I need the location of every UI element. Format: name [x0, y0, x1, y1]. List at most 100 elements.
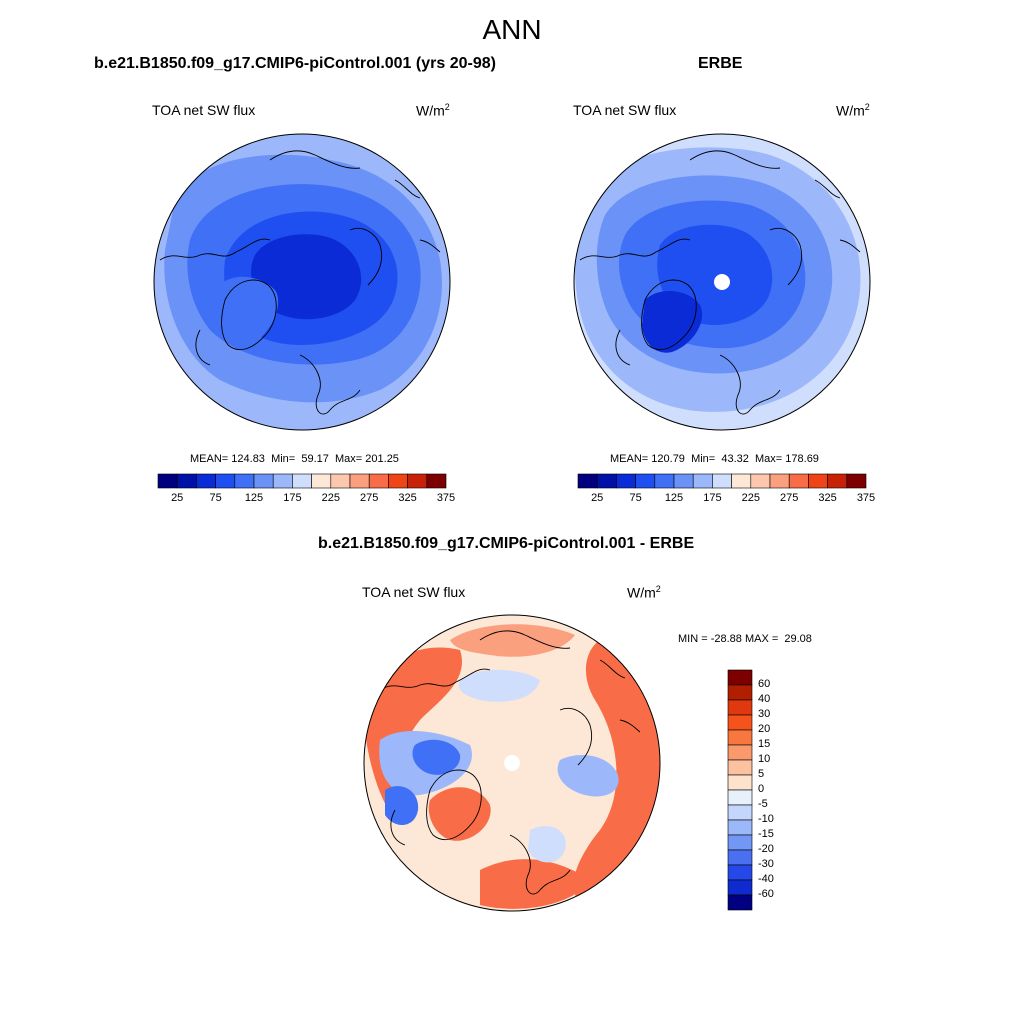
right-colorbar-tick-label: 125 — [664, 492, 684, 504]
left-colorbar — [157, 473, 447, 489]
diff-colorbar-box — [727, 774, 753, 791]
diff-colorbar-tick-label: -5 — [758, 798, 768, 810]
left-colorbar-tick-label: 75 — [209, 492, 222, 504]
right-coastlines — [579, 150, 861, 415]
diff-colorbar-tick-label: -30 — [758, 858, 774, 870]
diff-cool-siberia — [557, 755, 619, 797]
diff-colorbar-box — [727, 744, 753, 761]
diff-colorbar-tick-label: 20 — [758, 723, 771, 735]
diff-colorbar-box — [727, 879, 753, 896]
left-colorbar-box — [311, 473, 332, 489]
left-colorbar-box — [426, 473, 447, 489]
left-stats: MEAN= 124.83 Min= 59.17 Max= 201.25 — [190, 453, 399, 465]
diff-colorbar-tick-label: 5 — [758, 768, 765, 780]
left-colorbar-tick-label: 125 — [244, 492, 264, 504]
right-colorbar-box — [769, 473, 790, 489]
left-colorbar-tick-label: 175 — [283, 492, 302, 504]
left-colorbar-box — [196, 473, 216, 489]
diff-warm-central — [428, 787, 491, 841]
diff-colorbar-tick-label: 0 — [758, 783, 765, 795]
right-colorbar-tick-label: 275 — [780, 492, 799, 504]
left-colorbar-box — [157, 473, 178, 489]
diff-warm-north — [450, 624, 575, 657]
left-colorbar-box — [292, 473, 312, 489]
diff-colorbar-box — [727, 894, 753, 911]
diff-colorbar-box — [727, 714, 753, 731]
diff-coastlines — [379, 630, 641, 895]
left-colorbar-box — [407, 473, 428, 489]
right-map-border — [573, 133, 871, 431]
diff-colorbar-box — [727, 699, 753, 716]
right-colorbar-tick-label: 175 — [703, 492, 722, 504]
right-colorbar-tick-label: 375 — [856, 492, 876, 504]
right-colorbar-box — [692, 473, 713, 489]
diff-cool-east — [528, 826, 566, 863]
left-coastlines — [159, 150, 441, 415]
right-colorbar-tick-label: 25 — [591, 492, 604, 504]
diff-map-border — [363, 614, 661, 912]
diff-colorbar-box — [727, 849, 753, 866]
right-colorbar-box — [616, 473, 636, 489]
diff-colorbar-box — [727, 834, 753, 851]
right-colorbar-box — [712, 473, 732, 489]
diff-colorbar-tick-label: -20 — [758, 843, 774, 855]
left-colorbar-box — [253, 473, 274, 489]
diff-variable-label: TOA net SW flux — [362, 584, 466, 600]
left-colorbar-box — [388, 473, 408, 489]
right-colorbar-box — [577, 473, 598, 489]
left-colorbar-box — [349, 473, 370, 489]
right-colorbar-box — [635, 473, 656, 489]
diff-colorbar-box — [727, 669, 753, 686]
diff-panel-title: b.e21.B1850.f09_g17.CMIP6-piControl.001 … — [318, 535, 695, 552]
right-panel-title: ERBE — [698, 55, 743, 72]
right-colorbar-box — [808, 473, 828, 489]
right-colorbar-box — [827, 473, 848, 489]
left-variable-label: TOA net SW flux — [152, 102, 256, 118]
right-colorbar-box — [750, 473, 771, 489]
diff-cool-baffin — [412, 739, 461, 775]
left-colorbar-tick-label: 325 — [398, 492, 417, 504]
diff-polar-map — [364, 615, 660, 911]
left-colorbar-box — [215, 473, 236, 489]
right-colorbar — [577, 473, 867, 489]
left-colorbar-box — [272, 473, 293, 489]
diff-map-pole-hole — [504, 755, 520, 771]
right-colorbar-box — [654, 473, 675, 489]
right-unit-label: W/m2 — [836, 102, 870, 119]
left-colorbar-box — [176, 473, 197, 489]
left-colorbar-box — [330, 473, 351, 489]
diff-colorbar-tick-label: -40 — [758, 873, 774, 885]
diff-cool-labrador — [385, 786, 419, 826]
right-colorbar-tick-label: 225 — [741, 492, 760, 504]
right-colorbar-box — [846, 473, 867, 489]
diff-colorbar-tick-label: 10 — [758, 753, 771, 765]
left-colorbar-tick-label: 25 — [171, 492, 184, 504]
diff-colorbar-box — [727, 759, 753, 776]
diff-cool-north — [458, 669, 540, 702]
diff-unit-label: W/m2 — [627, 584, 661, 601]
right-stats: MEAN= 120.79 Min= 43.32 Max= 178.69 — [610, 453, 819, 465]
left-colorbar-tick-label: 375 — [436, 492, 456, 504]
diff-colorbar-tick-label: 15 — [758, 738, 771, 750]
left-colorbar-tick-label: 275 — [360, 492, 379, 504]
diff-colorbar-tick-label: 60 — [758, 678, 771, 690]
diff-colorbar-tick-label: 30 — [758, 708, 771, 720]
diff-range-text: MIN = -28.88 MAX = 29.08 — [678, 633, 812, 645]
right-colorbar-tick-label: 325 — [818, 492, 837, 504]
diff-colorbar-tick-label: 40 — [758, 693, 771, 705]
right-colorbar-box — [596, 473, 617, 489]
diff-colorbar-tick-label: -60 — [758, 888, 774, 900]
right-map-greenland — [642, 290, 703, 353]
left-unit-label: W/m2 — [416, 102, 450, 119]
left-map-greenland — [215, 276, 279, 348]
diff-colorbar-box — [727, 819, 753, 836]
right-variable-label: TOA net SW flux — [573, 102, 677, 118]
right-colorbar-box — [731, 473, 752, 489]
diff-colorbar-box — [727, 729, 753, 746]
diff-colorbar-box — [727, 864, 753, 881]
left-polar-map — [154, 134, 450, 430]
left-map-border — [153, 133, 451, 431]
left-panel-title: b.e21.B1850.f09_g17.CMIP6-piControl.001 … — [94, 55, 496, 72]
right-colorbar-box — [673, 473, 694, 489]
